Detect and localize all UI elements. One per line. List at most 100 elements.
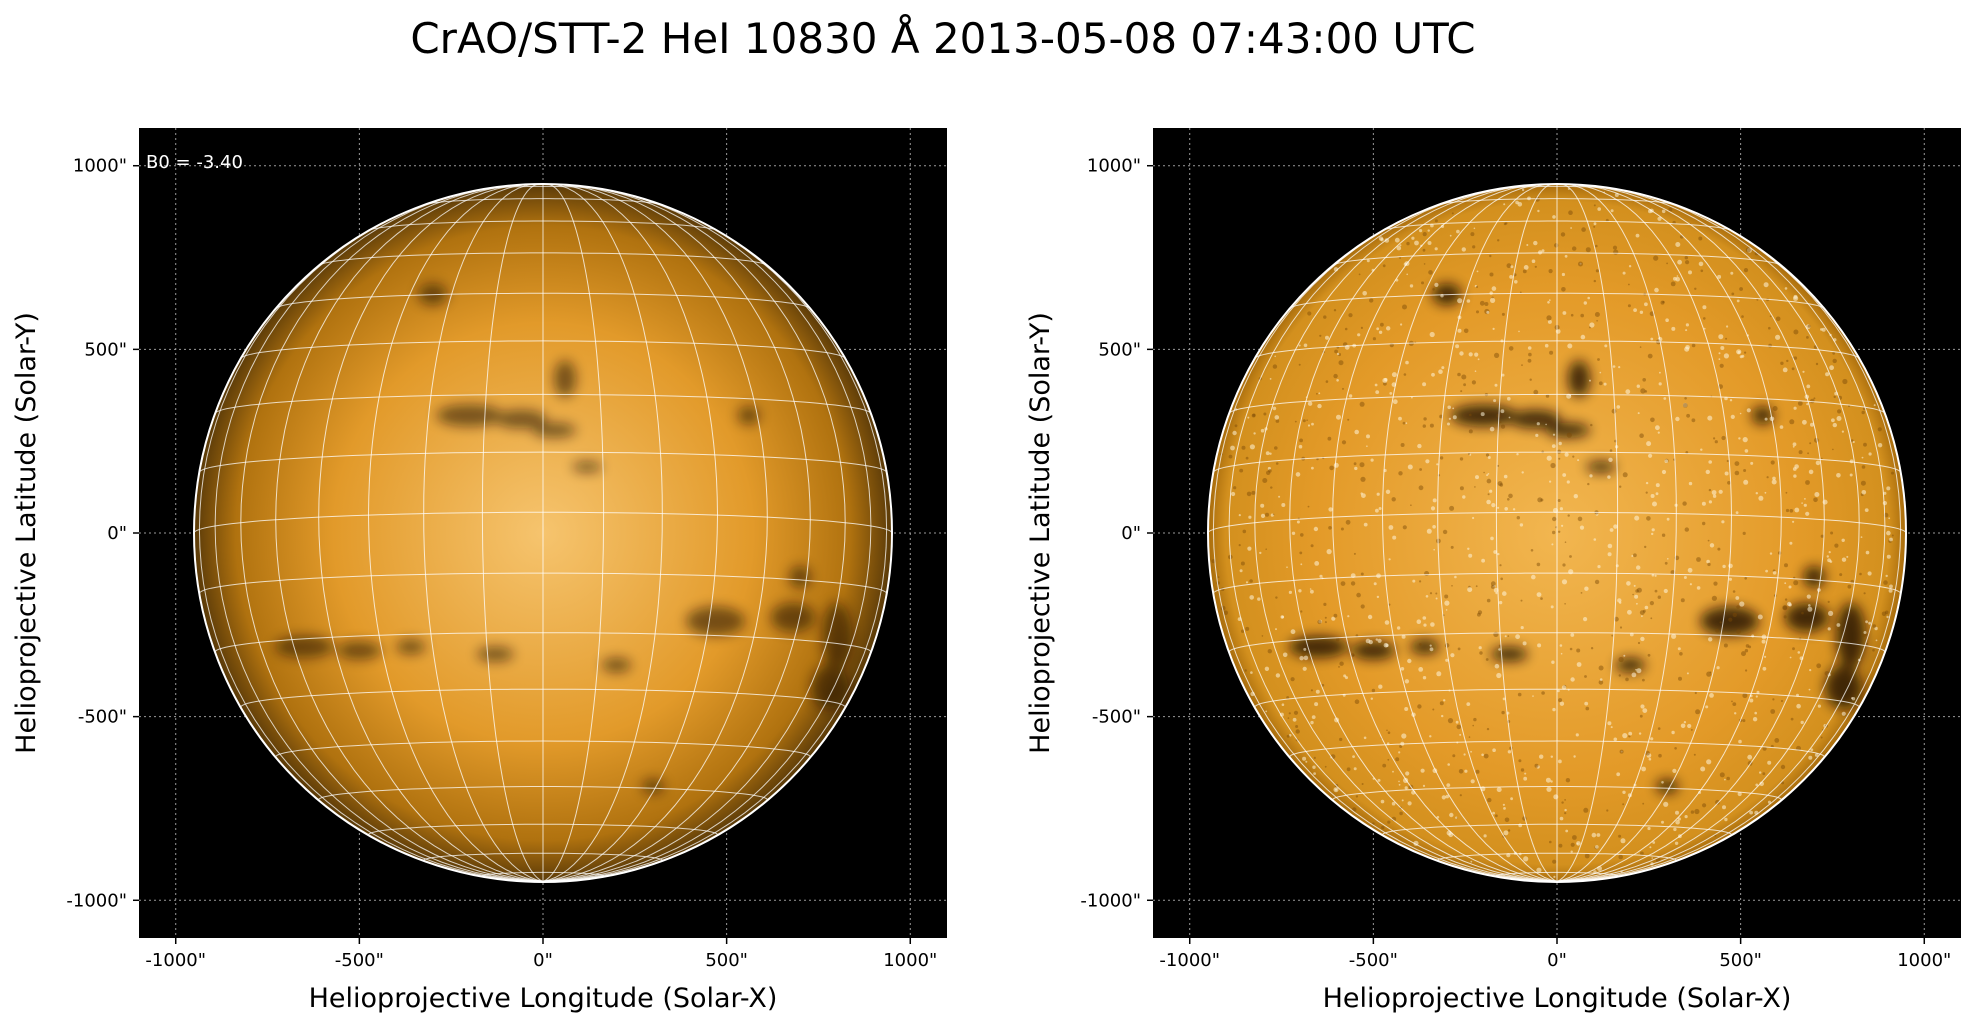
speckle-dot xyxy=(1671,633,1677,639)
speckle-dot xyxy=(1353,767,1357,771)
speckle-dot xyxy=(1505,222,1508,225)
speckle-dot xyxy=(1706,559,1710,564)
speckle-dot xyxy=(1741,315,1744,318)
speckle-dot xyxy=(1375,638,1379,641)
speckle-dot xyxy=(1558,530,1561,533)
speckle-dot xyxy=(1352,654,1355,657)
speckle-dot xyxy=(1875,639,1878,642)
speckle-dot xyxy=(1734,461,1740,466)
speckle-dot xyxy=(1639,714,1643,718)
speckle-dot xyxy=(1680,598,1685,603)
speckle-dot xyxy=(1281,503,1286,507)
speckle-dot xyxy=(1249,595,1254,600)
speckle-dot xyxy=(1677,647,1681,651)
speckle-dot xyxy=(1338,360,1344,366)
speckle-dot xyxy=(1477,612,1481,617)
speckle-dot xyxy=(1467,587,1473,593)
speckle-dot xyxy=(1726,459,1729,463)
speckle-dot xyxy=(1617,598,1622,603)
speckle-dot xyxy=(1414,240,1419,246)
speckle-dot xyxy=(1295,729,1300,734)
speckle-dot xyxy=(1275,596,1278,599)
speckle-dot xyxy=(1848,405,1850,408)
longitude-line xyxy=(542,190,872,882)
speckle-dot xyxy=(1728,563,1733,569)
speckle-dot xyxy=(1728,577,1732,581)
speckle-dot xyxy=(1360,476,1366,482)
speckle-dot xyxy=(1267,649,1273,654)
speckle-dot xyxy=(1260,513,1266,519)
speckle-dot xyxy=(1343,674,1347,678)
speckle-dot xyxy=(1371,688,1376,693)
speckle-dot xyxy=(1661,469,1667,475)
speckle-dot xyxy=(1650,737,1654,741)
speckle-dot xyxy=(1662,300,1665,304)
speckle-dot xyxy=(1696,557,1701,562)
speckle-dot xyxy=(1590,647,1594,650)
speckle-dot xyxy=(1316,392,1318,395)
speckle-dot xyxy=(1793,295,1799,301)
speckle-dot xyxy=(1657,595,1662,599)
speckle-dot xyxy=(1300,563,1303,566)
speckle-dot xyxy=(1754,711,1757,715)
speckle-dot xyxy=(1847,584,1852,589)
speckle-dot xyxy=(1821,457,1823,460)
speckle-dot xyxy=(1805,511,1810,516)
speckle-dot xyxy=(1275,628,1277,631)
speckle-dot xyxy=(1820,736,1823,739)
speckle-dot xyxy=(1701,501,1706,506)
speckle-dot xyxy=(1757,614,1763,620)
speckle-dot xyxy=(1354,466,1358,471)
speckle-dot xyxy=(1667,558,1669,560)
speckle-dot xyxy=(1755,783,1759,787)
speckle-dot xyxy=(1261,635,1264,637)
speckle-dot xyxy=(1404,679,1410,684)
speckle-dot xyxy=(1269,378,1272,380)
speckle-dot xyxy=(1831,418,1835,423)
speckle-dot xyxy=(1281,615,1285,619)
speckle-dot xyxy=(1422,232,1427,237)
speckle-dot xyxy=(1401,733,1407,739)
speckle-dot xyxy=(1802,370,1805,373)
speckle-dot xyxy=(1729,399,1733,402)
speckle-dot xyxy=(1622,790,1626,794)
speckle-dot xyxy=(1567,514,1570,517)
speckle-dot xyxy=(1291,531,1296,535)
speckle-dot xyxy=(1874,626,1878,631)
speckle-dot xyxy=(1485,453,1490,457)
speckle-dot xyxy=(1758,495,1764,501)
speckle-dot xyxy=(1741,651,1746,657)
speckle-dot xyxy=(1452,415,1457,420)
speckle-dot xyxy=(1650,337,1654,341)
speckle-dot xyxy=(1663,588,1668,594)
speckle-dot xyxy=(1530,549,1534,552)
dark-feature xyxy=(436,404,503,427)
speckle-dot xyxy=(1569,647,1573,651)
speckle-dot xyxy=(1553,794,1559,800)
dark-feature xyxy=(1568,360,1591,398)
speckle-dot xyxy=(1314,561,1320,566)
speckle-dot xyxy=(1357,333,1361,337)
speckle-dot xyxy=(1307,505,1310,508)
speckle-dot xyxy=(1333,373,1338,379)
speckle-dot xyxy=(1715,799,1720,805)
speckle-dot xyxy=(1460,390,1463,393)
speckle-dot xyxy=(1806,384,1811,389)
speckle-dot xyxy=(1328,507,1333,512)
speckle-dot xyxy=(1863,442,1867,447)
speckle-dot xyxy=(1745,644,1750,648)
speckle-dot xyxy=(1363,522,1368,527)
speckle-dot xyxy=(1742,437,1748,443)
speckle-dot xyxy=(1432,288,1435,291)
speckle-dot xyxy=(1883,580,1888,585)
speckle-dot xyxy=(1706,759,1712,765)
speckle-dot xyxy=(1803,503,1807,507)
speckle-dot xyxy=(1861,456,1864,459)
speckle-dot xyxy=(1240,561,1245,566)
speckle-dot xyxy=(1338,666,1340,668)
speckle-dot xyxy=(1771,479,1777,485)
speckle-dot xyxy=(1412,579,1416,583)
speckle-dot xyxy=(1684,397,1687,400)
speckle-dot xyxy=(1648,453,1653,458)
speckle-dot xyxy=(1764,655,1767,658)
